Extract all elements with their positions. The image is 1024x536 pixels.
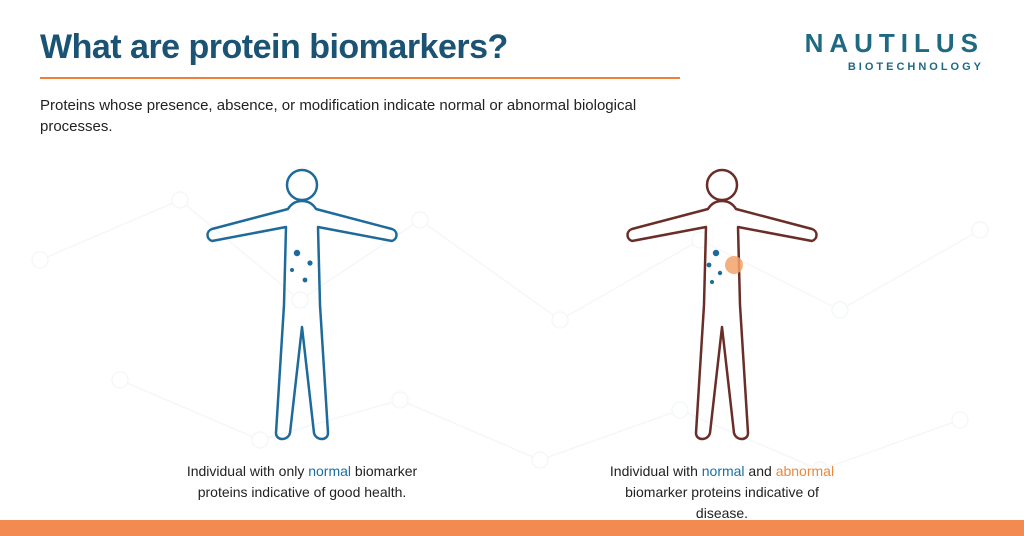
abnormal-word: abnormal (776, 463, 834, 479)
biomarker-normal-dot (303, 278, 308, 283)
biomarker-normal-dot (707, 263, 712, 268)
healthy-body-icon (192, 155, 412, 455)
brand-logo: NAUTILUS BIOTECHNOLOGY (805, 28, 984, 73)
normal-word: normal (308, 463, 351, 479)
caption-text: Individual with (610, 463, 702, 479)
biomarker-normal-dot (307, 260, 312, 265)
title-block: What are protein biomarkers? (40, 28, 680, 79)
biomarker-normal-dot (713, 250, 719, 256)
normal-word: normal (702, 463, 745, 479)
disease-caption: Individual with normal and abnormal biom… (602, 461, 842, 524)
disease-figure-column: Individual with normal and abnormal biom… (572, 155, 872, 524)
biomarker-normal-dot (710, 280, 714, 284)
biomarker-normal-dot (290, 268, 294, 272)
bottom-accent-bar (0, 520, 1024, 536)
healthy-caption: Individual with only normal biomarker pr… (182, 461, 422, 503)
infographic-container: What are protein biomarkers? NAUTILUS BI… (0, 0, 1024, 536)
page-title: What are protein biomarkers? (40, 28, 680, 67)
caption-text: Individual with only (187, 463, 308, 479)
logo-sub-text: BIOTECHNOLOGY (805, 61, 984, 73)
figures-row: Individual with only normal biomarker pr… (40, 155, 984, 524)
title-underline (40, 77, 680, 79)
biomarker-abnormal-blob (725, 256, 743, 274)
caption-text: biomarker proteins indicative of disease… (625, 484, 819, 521)
subtitle-text: Proteins whose presence, absence, or mod… (40, 95, 660, 137)
healthy-figure-column: Individual with only normal biomarker pr… (152, 155, 452, 524)
disease-body-icon (612, 155, 832, 455)
header-row: What are protein biomarkers? NAUTILUS BI… (40, 28, 984, 79)
biomarker-normal-dot (294, 250, 300, 256)
biomarker-normal-dot (718, 271, 722, 275)
caption-text: and (745, 463, 776, 479)
logo-main-text: NAUTILUS (805, 28, 984, 59)
